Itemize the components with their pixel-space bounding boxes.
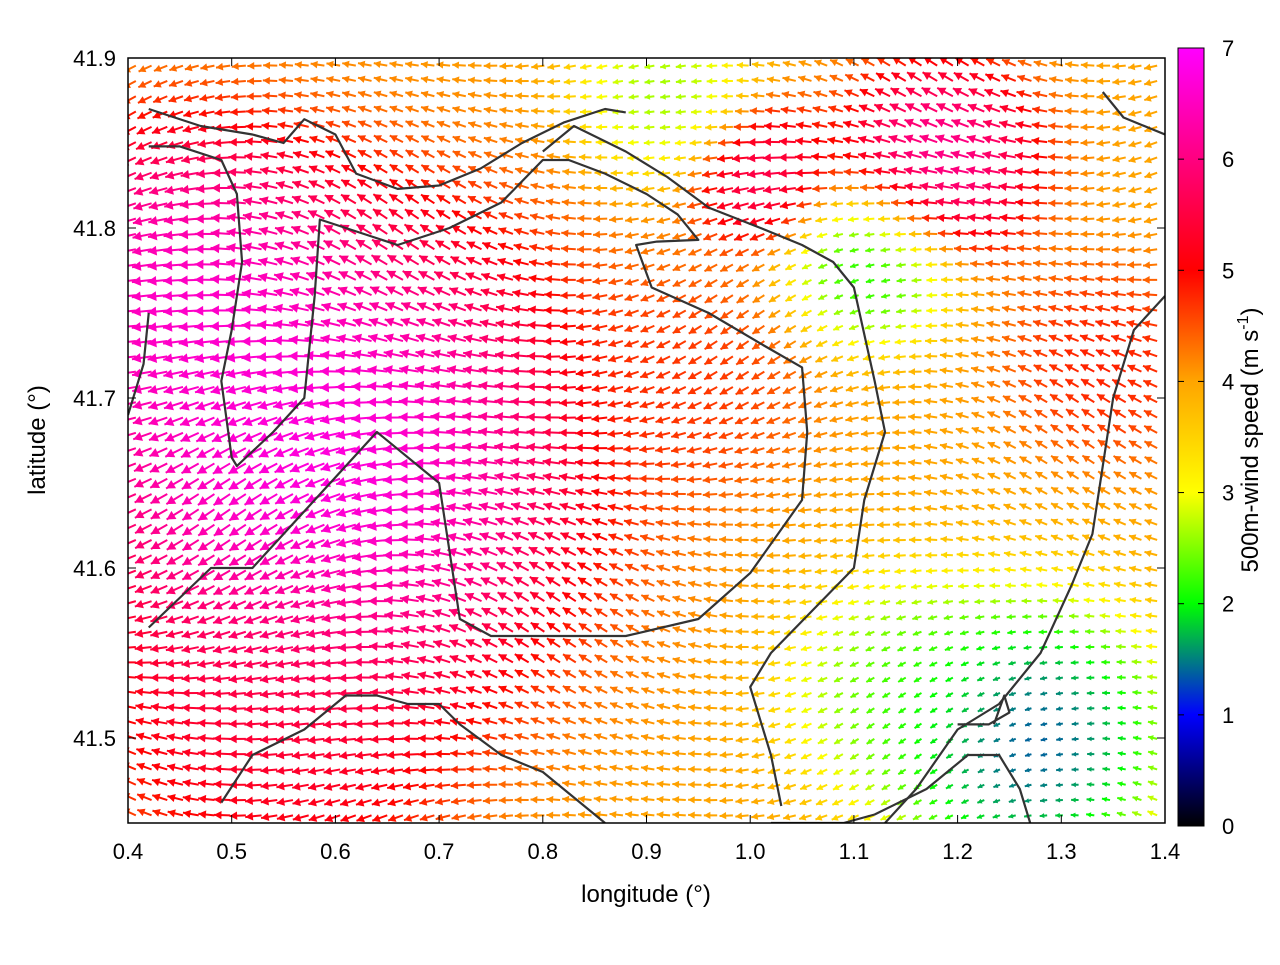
colorbar-tick-label: 5 [1222,258,1234,283]
colorbar-tick-label: 4 [1222,369,1234,394]
y-tick-label: 41.6 [73,556,116,581]
y-tick-label: 41.9 [73,46,116,71]
colorbar-label-suffix: ) [1237,308,1264,316]
colorbar-tick-label: 1 [1222,703,1234,728]
x-tick-label: 1.1 [839,839,870,864]
colorbar-label-superscript: -1 [1235,315,1252,329]
colorbar-tick-label: 0 [1222,814,1234,839]
x-tick-label: 0.6 [320,839,351,864]
x-tick-label: 0.8 [528,839,559,864]
y-tick-label: 41.5 [73,726,116,751]
x-tick-label: 0.4 [113,839,144,864]
x-axis-label: longitude (°) [581,881,711,908]
y-tick-label: 41.7 [73,386,116,411]
x-tick-label: 0.9 [631,839,662,864]
colorbar-label-text: 500m-wind speed (m s [1237,330,1264,573]
x-tick-label: 1.0 [735,839,766,864]
colorbar-tick-label: 3 [1222,481,1234,506]
x-tick-label: 1.2 [942,839,973,864]
x-tick-label: 1.4 [1150,839,1181,864]
colorbar-tick-label: 2 [1222,592,1234,617]
colorbar-tick-label: 7 [1222,36,1234,61]
x-tick-label: 0.5 [216,839,247,864]
x-tick-label: 0.7 [424,839,455,864]
x-tick-label: 1.3 [1046,839,1077,864]
colorbar [1178,48,1204,826]
colorbar-label: 500m-wind speed (m s-1) [1235,308,1264,573]
colorbar-tick-label: 6 [1222,147,1234,172]
y-tick-label: 41.8 [73,216,116,241]
y-axis-label: latitude (°) [24,385,51,495]
